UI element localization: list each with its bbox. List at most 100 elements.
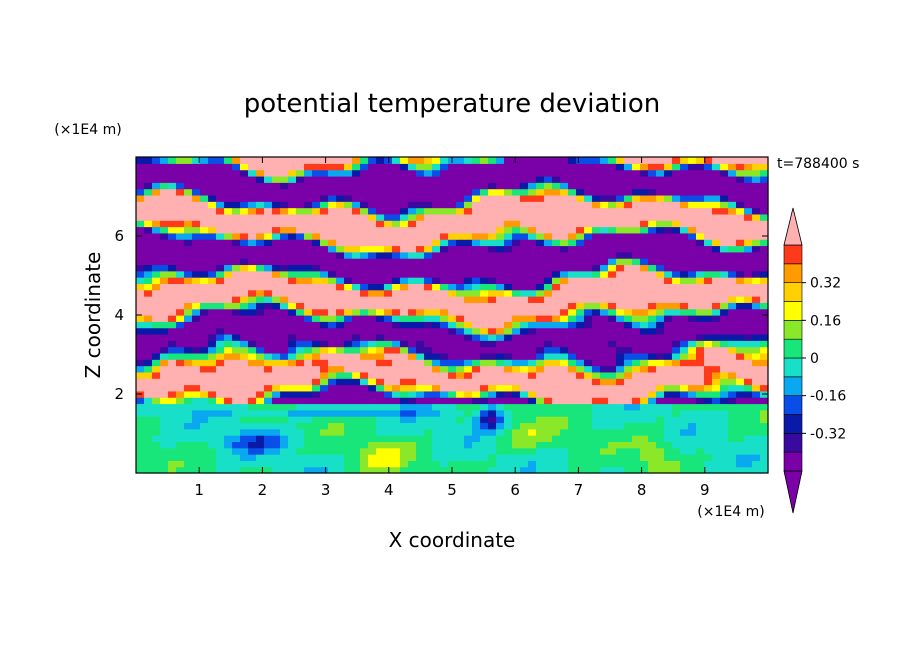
field-cell [272, 371, 281, 379]
field-cell [472, 333, 481, 341]
field-cell [208, 460, 217, 468]
field-cell [376, 308, 385, 316]
field-cell [640, 270, 649, 278]
field-cell [624, 359, 633, 367]
field-cell [296, 460, 305, 468]
field-cell [464, 157, 473, 164]
field-cell [176, 397, 185, 405]
field-cell [248, 188, 257, 196]
field-cell [536, 251, 545, 259]
field-cell [512, 397, 521, 405]
field-cell [240, 315, 249, 322]
field-cell [704, 466, 713, 474]
field-cell [720, 169, 729, 177]
field-cell [248, 169, 257, 177]
field-cell [576, 346, 585, 354]
field-cell [344, 163, 353, 171]
field-cell [752, 213, 761, 221]
field-cell [216, 296, 225, 303]
field-cell [224, 403, 233, 411]
field-cell [544, 258, 553, 266]
field-cell [160, 333, 169, 341]
field-cell [528, 346, 537, 354]
field-cell [672, 264, 681, 272]
field-cell [592, 428, 601, 436]
field-cell [536, 283, 545, 291]
field-cell [712, 157, 721, 164]
field-cell [696, 447, 705, 455]
field-cell [424, 441, 433, 449]
field-cell [160, 435, 169, 442]
field-cell [680, 220, 689, 228]
field-cell [696, 157, 705, 164]
field-cell [712, 270, 721, 278]
field-cell [392, 182, 401, 190]
field-cell [440, 175, 449, 183]
field-cell [368, 169, 377, 177]
field-cell [488, 321, 497, 329]
field-cell [584, 416, 593, 424]
field-cell [664, 245, 673, 253]
field-cell [296, 175, 305, 183]
field-cell [376, 157, 385, 164]
field-cell [280, 220, 289, 228]
field-cell [616, 447, 625, 455]
field-cell [728, 359, 737, 367]
field-cell [480, 245, 489, 253]
field-cell [216, 359, 225, 367]
field-cell [184, 428, 193, 436]
colorbar-segment [783, 244, 803, 265]
field-cell [608, 188, 617, 196]
field-cell [728, 157, 737, 164]
field-cell [664, 289, 673, 297]
field-cell [760, 460, 769, 468]
field-cell [152, 422, 161, 430]
field-cell [616, 302, 625, 310]
field-cell [232, 175, 241, 183]
field-cell [368, 201, 377, 209]
field-cell [312, 289, 321, 297]
field-cell [336, 435, 345, 442]
field-cell [232, 454, 241, 461]
field-cell [232, 359, 241, 367]
field-cell [488, 283, 497, 291]
field-cell [520, 251, 529, 259]
field-cell [632, 182, 641, 190]
field-cell [656, 403, 665, 411]
field-cell [264, 182, 273, 190]
field-cell [536, 157, 545, 164]
field-cell [632, 302, 641, 310]
field-cell [440, 403, 449, 411]
field-cell [624, 296, 633, 303]
field-cell [600, 447, 609, 455]
field-cell [368, 384, 377, 392]
y-tick-label: 4 [114, 306, 124, 324]
field-cell [144, 182, 153, 190]
field-cell [624, 188, 633, 196]
field-cell [336, 371, 345, 379]
field-cell [136, 226, 145, 234]
field-cell [600, 277, 609, 284]
field-cell [432, 460, 441, 468]
field-cell [448, 441, 457, 449]
field-cell [392, 245, 401, 253]
field-cell [528, 226, 537, 234]
field-cell [248, 207, 257, 215]
field-cell [320, 340, 329, 348]
field-cell [152, 264, 161, 272]
field-cell [432, 232, 441, 240]
field-cell [680, 371, 689, 379]
field-cell [240, 220, 249, 228]
field-cell [520, 283, 529, 291]
field-cell [528, 315, 537, 322]
field-cell [344, 346, 353, 354]
field-cell [520, 213, 529, 221]
field-cell [168, 466, 177, 474]
field-cell [760, 277, 769, 284]
field-cell [384, 352, 393, 360]
field-cell [264, 207, 273, 215]
field-cell [552, 447, 561, 455]
y-axis-unit: (×1E4 m) [54, 122, 121, 138]
field-cell [528, 169, 537, 177]
field-cell [224, 409, 233, 417]
